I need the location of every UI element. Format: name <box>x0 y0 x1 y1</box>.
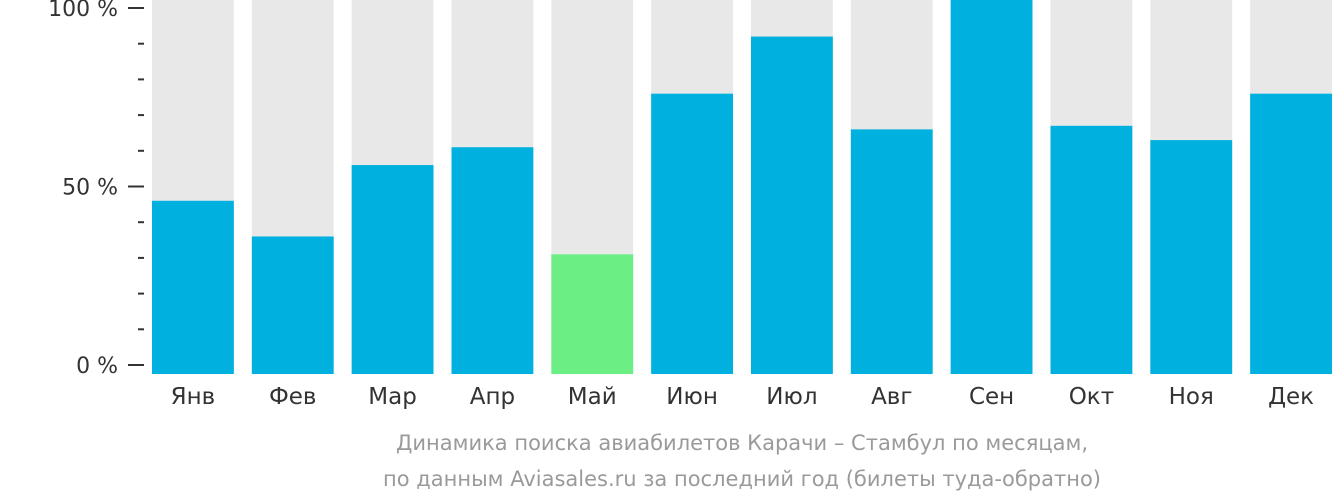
x-tick-label-7: Июл <box>766 384 817 410</box>
bar-5 <box>551 254 634 374</box>
x-tick-label-1: Янв <box>171 384 216 410</box>
x-tick-label-4: Апр <box>470 384 515 410</box>
x-tick-label-8: Авг <box>871 384 912 410</box>
chart-caption-line-1: Динамика поиска авиабилетов Карачи – Ста… <box>395 431 1089 455</box>
x-tick-label-2: Фев <box>269 384 317 410</box>
bar-12 <box>1250 93 1332 375</box>
bar-4 <box>451 147 534 374</box>
bar-7 <box>751 36 833 375</box>
y-tick-label-1: 0 % <box>76 354 118 379</box>
x-tick-label-5: Май <box>568 384 617 410</box>
y-tick-label-3: 100 % <box>48 0 118 22</box>
x-tick-label-3: Мар <box>368 384 417 410</box>
bar-2 <box>251 236 334 374</box>
x-tick-label-9: Сен <box>969 384 1014 410</box>
bar-11 <box>1150 140 1233 374</box>
bar-10 <box>1050 125 1133 374</box>
x-tick-label-10: Окт <box>1069 384 1114 410</box>
bar-8 <box>850 129 933 374</box>
bar-6 <box>651 93 733 375</box>
x-tick-label-12: Дек <box>1268 384 1314 410</box>
bar-9 <box>950 0 1033 374</box>
y-tick-label-2: 50 % <box>62 176 118 201</box>
bar-3 <box>351 165 434 374</box>
x-tick-label-6: Июн <box>666 384 718 410</box>
bar-1 <box>152 200 234 374</box>
chart-caption-line-2: по данным Aviasales.ru за последний год … <box>383 467 1101 491</box>
x-tick-label-11: Ноя <box>1169 384 1214 410</box>
